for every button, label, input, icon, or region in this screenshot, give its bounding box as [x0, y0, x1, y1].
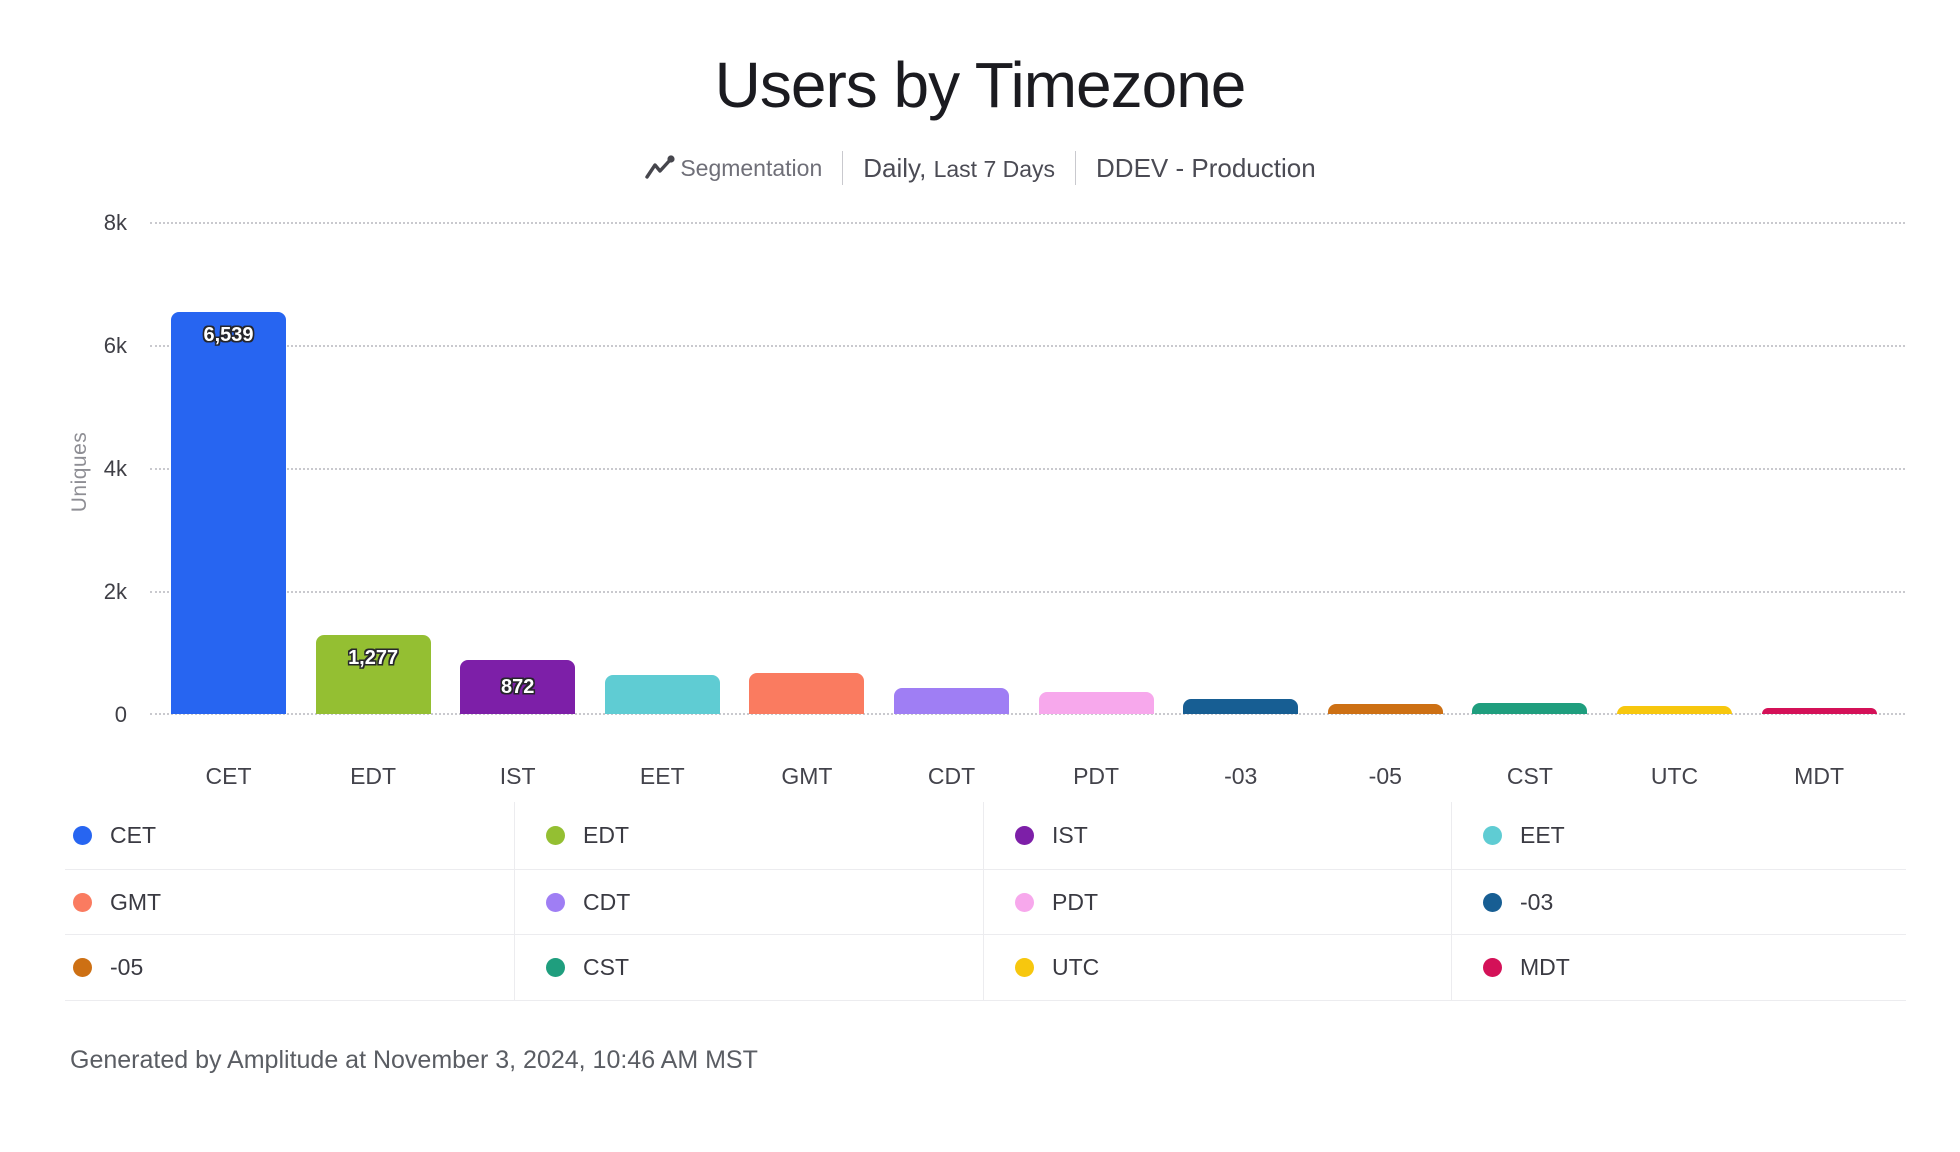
x-tick-label-CST: CST — [1506, 763, 1553, 789]
legend-item-EDT[interactable]: EDT — [514, 802, 983, 870]
legend-color-dot — [1483, 826, 1502, 845]
bar-EET[interactable] — [604, 675, 720, 714]
legend-color-dot — [73, 826, 92, 845]
legend-item-label: EET — [1520, 822, 1565, 848]
legend-item-label: GMT — [110, 888, 162, 915]
bar--03[interactable] — [1183, 699, 1299, 714]
legend-item-CET[interactable]: CET — [65, 802, 514, 870]
x-tick-label-EDT: EDT — [350, 763, 397, 789]
bar-CDT[interactable] — [894, 688, 1009, 714]
y-tick-label-6k: 6k — [103, 333, 127, 358]
legend-item-label: -03 — [1520, 888, 1554, 915]
bar-UTC[interactable] — [1617, 706, 1732, 714]
bar-value-label: 872 — [501, 676, 535, 698]
date-range: Daily, Last 7 Days — [863, 153, 1055, 184]
legend-color-dot — [73, 958, 92, 977]
x-tick-label-MDT: MDT — [1794, 763, 1844, 789]
legend-color-dot — [1015, 826, 1034, 845]
legend-color-dot — [546, 958, 565, 977]
legend-item-MDT[interactable]: MDT — [1451, 935, 1906, 1001]
x-tick-label-IST: IST — [499, 763, 536, 789]
x-tick-label-CET: CET — [205, 763, 252, 789]
legend-item-PDT[interactable]: PDT — [983, 870, 1451, 935]
legend-color-dot — [546, 892, 565, 912]
gridline-8k — [150, 222, 1905, 224]
x-tick-label-PDT: PDT — [1073, 763, 1120, 789]
legend-color-dot — [1015, 892, 1034, 912]
legend-color-dot — [546, 826, 565, 845]
gridline-4k — [150, 468, 1905, 470]
y-tick-label-2k: 2k — [103, 579, 127, 604]
bar-GMT[interactable] — [749, 673, 865, 714]
legend-item-label: EDT — [583, 822, 629, 848]
legend-item-GMT[interactable]: GMT — [65, 870, 514, 935]
y-axis: 8k 6k 4k 2k 0 — [55, 210, 127, 727]
y-tick-label-0: 0 — [114, 702, 127, 727]
legend-item-label: UTC — [1052, 954, 1100, 980]
legend-color-dot — [1483, 892, 1502, 912]
bar-IST[interactable]: 872 — [460, 660, 576, 714]
bar-PDT[interactable] — [1038, 692, 1154, 714]
subtitle-divider — [842, 151, 844, 185]
plot-area: 6,539 1,277 872 — [150, 222, 1905, 715]
legend-item-IST[interactable]: IST — [983, 802, 1451, 870]
legend-item-label: PDT — [1052, 888, 1098, 915]
chart-type-label: Segmentation — [680, 154, 823, 181]
legend-item-CST[interactable]: CST — [514, 935, 983, 1001]
legend-item-CDT[interactable]: CDT — [514, 870, 983, 935]
chart-subtitle: Segmentation Daily, Last 7 Days DDEV - P… — [0, 146, 1960, 190]
chart-title: Users by Timezone — [714, 49, 1247, 121]
x-tick-label--05: -05 — [1368, 763, 1402, 789]
gridline-6k — [150, 345, 1905, 347]
gridline-2k — [150, 591, 1905, 593]
bar-CET[interactable]: 6,539 — [171, 312, 286, 714]
legend-item-label: -05 — [110, 954, 144, 980]
x-tick-label-GMT: GMT — [781, 763, 833, 789]
project-name: DDEV - Production — [1096, 152, 1316, 183]
legend-item-label: CDT — [583, 888, 631, 915]
legend: CET EDT IST EET GMT CDT PDT -03 -05 CST UTC MDT — [65, 802, 1906, 1001]
x-tick-label-EET: EET — [639, 763, 685, 789]
legend-color-dot — [1015, 958, 1034, 977]
legend-item-label: MDT — [1520, 954, 1570, 980]
bar-value-label: 1,277 — [348, 647, 399, 669]
legend-item--05[interactable]: -05 — [65, 935, 514, 1001]
bar-value-label: 6,539 — [203, 324, 254, 346]
legend-item--03[interactable]: -03 — [1451, 870, 1906, 935]
legend-item-label: IST — [1052, 822, 1088, 848]
legend-item-EET[interactable]: EET — [1451, 802, 1906, 870]
subtitle-divider — [1075, 151, 1077, 185]
x-tick-label--03: -03 — [1224, 763, 1258, 789]
y-tick-label-4k: 4k — [103, 456, 127, 481]
x-tick-label-UTC: UTC — [1650, 763, 1699, 789]
bar-EDT[interactable]: 1,277 — [315, 635, 431, 714]
legend-color-dot — [1483, 958, 1502, 977]
bar-MDT[interactable] — [1761, 708, 1877, 714]
y-tick-label-8k: 8k — [103, 210, 127, 235]
legend-item-label: CET — [110, 822, 156, 848]
legend-item-label: CST — [583, 954, 629, 980]
range-label: Last 7 Days — [933, 155, 1056, 182]
footer-attribution: Generated by Amplitude at November 3, 20… — [70, 1046, 758, 1074]
legend-color-dot — [73, 892, 92, 912]
x-tick-label-CDT: CDT — [927, 763, 976, 789]
chart-type: Segmentation — [644, 154, 822, 182]
granularity-label: Daily, — [863, 152, 927, 183]
bar--05[interactable] — [1327, 704, 1443, 714]
x-axis: CET EDT IST EET GMT CDT PDT -03 -05 CST UTC MDT — [150, 763, 1905, 793]
segmentation-line-chart-icon — [645, 155, 675, 179]
x-axis-baseline — [150, 713, 1905, 715]
legend-item-UTC[interactable]: UTC — [983, 935, 1451, 1001]
bar-CST[interactable] — [1472, 703, 1588, 714]
